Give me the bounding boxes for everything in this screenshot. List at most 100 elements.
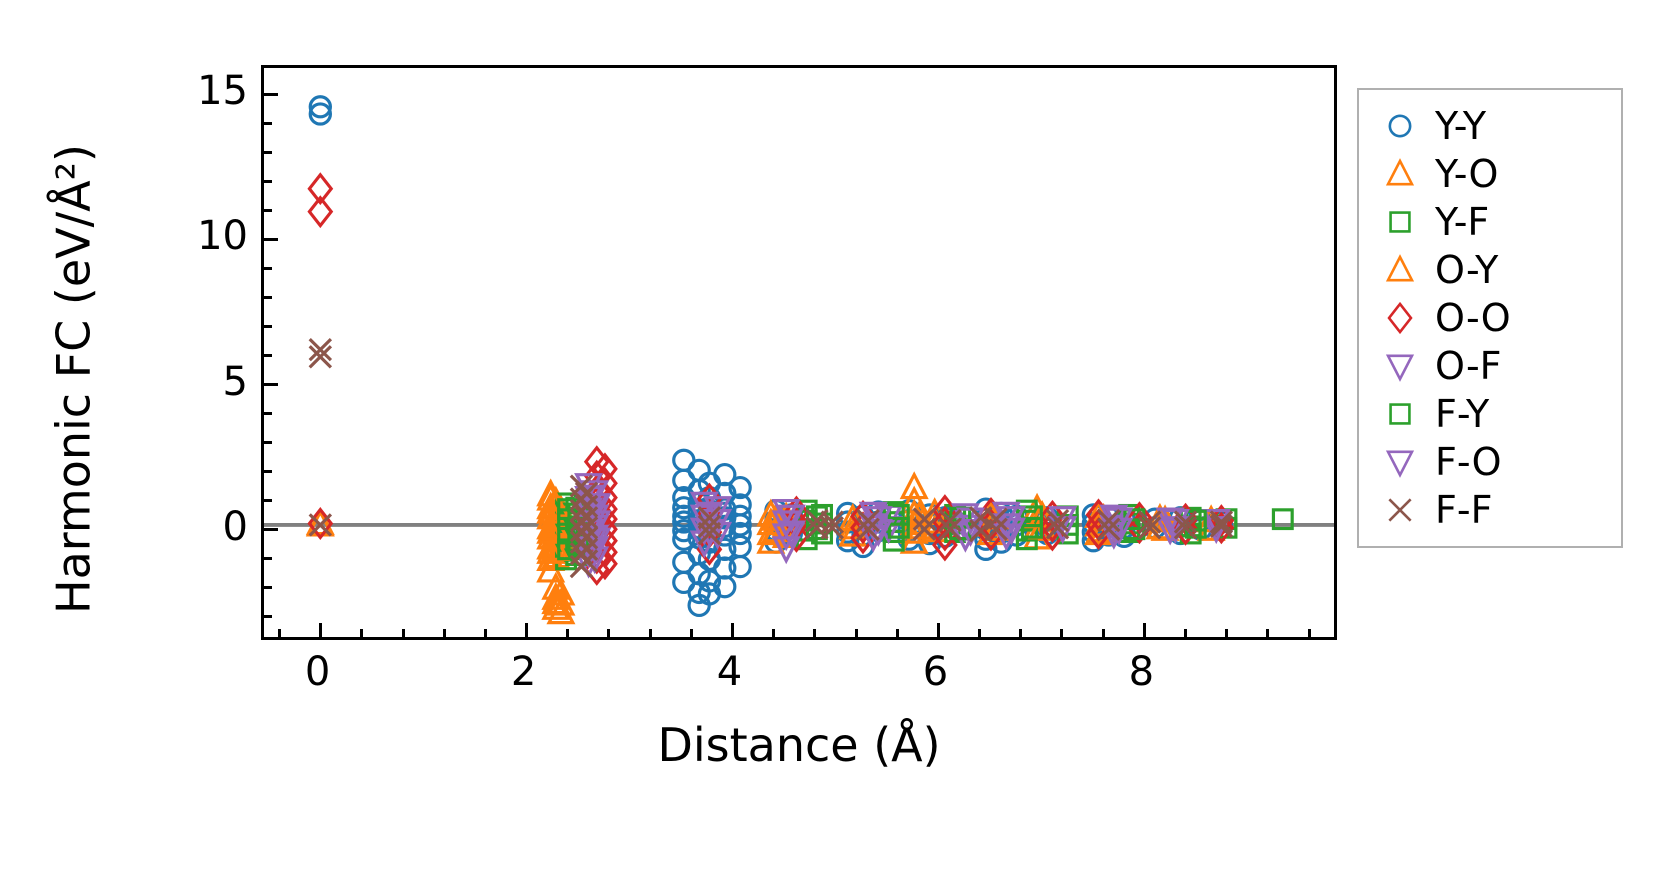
data-point xyxy=(899,525,929,554)
data-point xyxy=(713,575,737,599)
y-tick xyxy=(264,324,272,328)
x-tick xyxy=(525,623,529,637)
x-tick xyxy=(319,623,323,637)
y-tick xyxy=(264,208,272,212)
x-tick xyxy=(1060,629,1064,637)
x-tick xyxy=(483,629,487,637)
diamond-icon xyxy=(1373,298,1427,338)
triangle-up-icon xyxy=(1373,154,1427,194)
data-point xyxy=(991,523,1021,552)
data-point xyxy=(728,554,752,579)
data-point xyxy=(574,549,599,573)
x-tick xyxy=(277,629,281,637)
data-point xyxy=(697,514,722,539)
y-tick-label: 0 xyxy=(222,503,248,550)
data-point xyxy=(308,345,333,369)
data-point xyxy=(697,569,722,593)
x-axis-label: Distance (Å) xyxy=(657,718,941,772)
legend-label: O-Y xyxy=(1435,248,1499,292)
data-point xyxy=(672,527,696,551)
x-tick-label: 8 xyxy=(1128,649,1155,695)
data-point xyxy=(574,516,599,540)
legend-item-y-f[interactable]: Y-F xyxy=(1373,198,1607,246)
data-point xyxy=(938,508,962,533)
data-point xyxy=(574,506,599,530)
y-tick xyxy=(264,470,272,474)
x-tick xyxy=(1101,629,1105,637)
x-tick xyxy=(854,629,858,637)
y-axis-label: Harmonic FC (eV/Å²) xyxy=(46,144,101,614)
legend-item-o-o[interactable]: O-O xyxy=(1373,294,1607,342)
data-point xyxy=(308,102,332,126)
square-icon xyxy=(1373,394,1427,434)
y-tick xyxy=(264,150,272,154)
data-point xyxy=(687,458,711,482)
legend-item-f-f[interactable]: F-F xyxy=(1373,486,1607,534)
y-tick xyxy=(264,179,272,183)
y-tick-label: 15 xyxy=(197,68,248,115)
data-point xyxy=(541,586,571,615)
legend-label: O-F xyxy=(1435,344,1502,388)
data-point xyxy=(541,591,571,620)
data-point xyxy=(574,494,599,518)
y-tick xyxy=(264,615,272,619)
y-tick xyxy=(264,412,272,416)
legend-label: Y-F xyxy=(1435,200,1490,244)
y-tick xyxy=(264,295,272,299)
data-point xyxy=(308,513,333,537)
x-tick xyxy=(401,629,405,637)
x-tick xyxy=(360,629,364,637)
data-point xyxy=(984,507,1008,531)
y-tick xyxy=(264,499,272,503)
data-point xyxy=(308,337,333,362)
plot-area xyxy=(261,65,1337,640)
triangle-down-icon xyxy=(1373,442,1427,482)
data-point xyxy=(728,475,752,500)
y-tick-label: 10 xyxy=(197,213,248,260)
data-point xyxy=(536,535,566,564)
legend-label: F-Y xyxy=(1435,392,1490,436)
legend-item-f-o[interactable]: F-O xyxy=(1373,438,1607,486)
x-tick-label: 4 xyxy=(716,649,743,695)
data-point xyxy=(932,528,958,562)
legend-item-o-y[interactable]: O-Y xyxy=(1373,246,1607,294)
x-tick xyxy=(895,629,899,637)
x-icon xyxy=(1373,490,1427,530)
x-tick xyxy=(607,629,611,637)
data-point xyxy=(820,516,845,540)
data-point xyxy=(1039,499,1066,533)
legend-label: F-F xyxy=(1435,488,1493,532)
legend-item-f-y[interactable]: F-Y xyxy=(1373,390,1607,438)
data-point xyxy=(574,526,599,550)
data-point xyxy=(820,510,845,534)
x-tick xyxy=(1266,629,1270,637)
data-point xyxy=(1137,516,1162,540)
x-tick xyxy=(689,629,693,637)
data-point xyxy=(776,520,806,549)
data-point xyxy=(856,517,880,541)
legend-label: Y-O xyxy=(1435,152,1499,196)
series-f-f xyxy=(308,337,1234,579)
circle-icon xyxy=(1373,106,1427,146)
data-point xyxy=(1137,510,1162,534)
data-point xyxy=(694,501,724,530)
x-tick xyxy=(813,629,817,637)
data-point xyxy=(912,507,937,531)
legend-item-y-o[interactable]: Y-O xyxy=(1373,150,1607,198)
data-point xyxy=(574,537,599,562)
data-point xyxy=(307,195,334,229)
triangle-down-icon xyxy=(1373,346,1427,386)
data-point xyxy=(697,521,722,546)
data-point xyxy=(1097,517,1121,541)
y-tick xyxy=(264,441,272,445)
data-point xyxy=(728,521,752,546)
data-point xyxy=(887,516,910,539)
legend-item-o-f[interactable]: O-F xyxy=(1373,342,1607,390)
data-point xyxy=(838,518,868,547)
x-tick xyxy=(1142,623,1146,637)
data-point xyxy=(1045,508,1070,533)
x-tick xyxy=(730,623,734,637)
legend-item-y-y[interactable]: Y-Y xyxy=(1373,102,1607,150)
x-tick xyxy=(1019,629,1023,637)
x-tick xyxy=(442,629,446,637)
